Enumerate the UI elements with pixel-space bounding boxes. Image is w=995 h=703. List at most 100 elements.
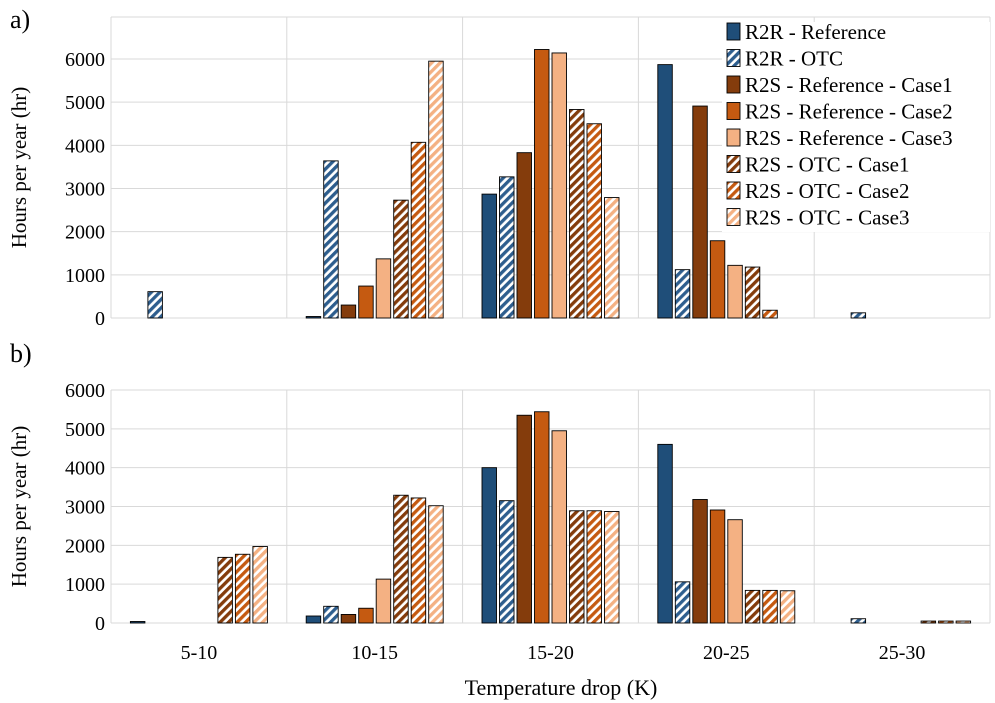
legend-label: R2R - Reference [745,20,886,44]
legend-swatch [726,181,741,200]
legend-item: R2R - OTC [726,47,843,71]
bar [674,581,691,624]
legend-item: R2S - OTC - Case1 [726,153,910,177]
x-tick-labels: 5-10 10-15 15-20 20-25 25-30 [181,642,926,664]
bar [410,497,427,624]
legend-label: R2S - Reference - Case3 [745,126,953,150]
bar [586,123,602,319]
bar [410,141,427,319]
bar [692,499,708,624]
legend-swatch [726,208,741,226]
legend-label: R2S - OTC - Case1 [745,153,910,177]
bar [709,509,726,624]
bar [744,589,761,624]
legend-swatch [726,128,741,147]
bar [375,578,392,624]
bar [516,414,532,624]
bar [217,556,233,624]
panel-label: b) [10,339,32,368]
y-tick-label: 0 [95,308,105,330]
bar [516,152,532,319]
x-tick-label: 5-10 [181,642,218,664]
legend-swatch [726,49,741,67]
bar [358,607,374,624]
x-tick-label: 20-25 [703,642,750,664]
bar [551,430,567,624]
bar [692,105,708,319]
bar [850,312,867,319]
bar [393,494,409,624]
bar [674,269,691,319]
bar [709,240,726,319]
bar [428,505,444,624]
y-tick-label: 4000 [65,458,105,480]
legend-label: R2S - OTC - Case3 [745,206,910,230]
x-tick-label: 15-20 [527,642,574,664]
legend-swatch [726,75,741,94]
legend-item: R2S - OTC - Case3 [726,206,910,230]
legend-background [722,22,990,232]
bar [657,64,673,319]
legend-label: R2R - OTC [745,47,843,71]
bar [340,614,357,624]
bar [534,411,550,624]
y-tick-label: 1000 [65,574,105,596]
x-tick-label: 10-15 [351,642,398,664]
bar [551,52,567,319]
y-tick-label: 3000 [65,179,105,201]
bar [234,553,251,624]
bar [762,309,778,319]
bar [938,620,954,624]
y-tick-labels: 0 1000 2000 3000 4000 5000 6000 [65,380,105,635]
bar [393,199,409,319]
bar [779,590,796,624]
y-tick-labels: 0 1000 2000 3000 4000 5000 6000 [65,49,105,330]
bar [129,621,146,624]
bar [428,60,444,319]
bar [604,511,620,624]
legend-swatch [726,22,741,41]
legend-item: R2S - Reference - Case2 [726,100,953,124]
y-tick-label: 5000 [65,419,105,441]
bar [147,291,163,319]
bar [499,500,515,624]
panel-label: a) [10,5,30,34]
bar [252,546,268,624]
bar [323,605,339,624]
bar [850,618,867,624]
y-tick-label: 0 [95,613,105,635]
y-tick-label: 1000 [65,265,105,287]
legend-label: R2S - OTC - Case2 [745,179,910,203]
bar [727,519,743,624]
legend-item: R2R - Reference [726,20,886,44]
bar [920,620,937,624]
bar [499,176,515,319]
x-tick-label: 25-30 [879,642,926,664]
y-axis-title: Hours per year (hr) [7,426,31,588]
bar [569,109,585,319]
bar [955,620,972,624]
bar [340,304,357,319]
legend-swatch [726,155,741,173]
bar [727,264,743,319]
legend-swatch [726,102,741,120]
bar [744,266,761,319]
legend-label: R2S - Reference - Case1 [745,73,953,97]
legend-item: R2S - OTC - Case2 [726,179,910,203]
bar [375,258,392,319]
legend-item: R2S - Reference - Case1 [726,73,953,97]
bar [569,510,585,624]
y-tick-label: 4000 [65,135,105,157]
x-axis-title: Temperature drop (K) [465,675,658,700]
bar [481,467,497,624]
bar [323,160,339,319]
y-tick-label: 2000 [65,222,105,244]
bar [305,615,322,624]
y-tick-label: 6000 [65,49,105,71]
panel-b: 0 1000 2000 3000 4000 5000 6000 Hours per year … [7,339,991,664]
bar [534,49,550,319]
bar [358,285,374,319]
y-tick-label: 5000 [65,92,105,114]
y-axis-title: Hours per year (hr) [7,87,31,249]
bars [129,411,972,624]
